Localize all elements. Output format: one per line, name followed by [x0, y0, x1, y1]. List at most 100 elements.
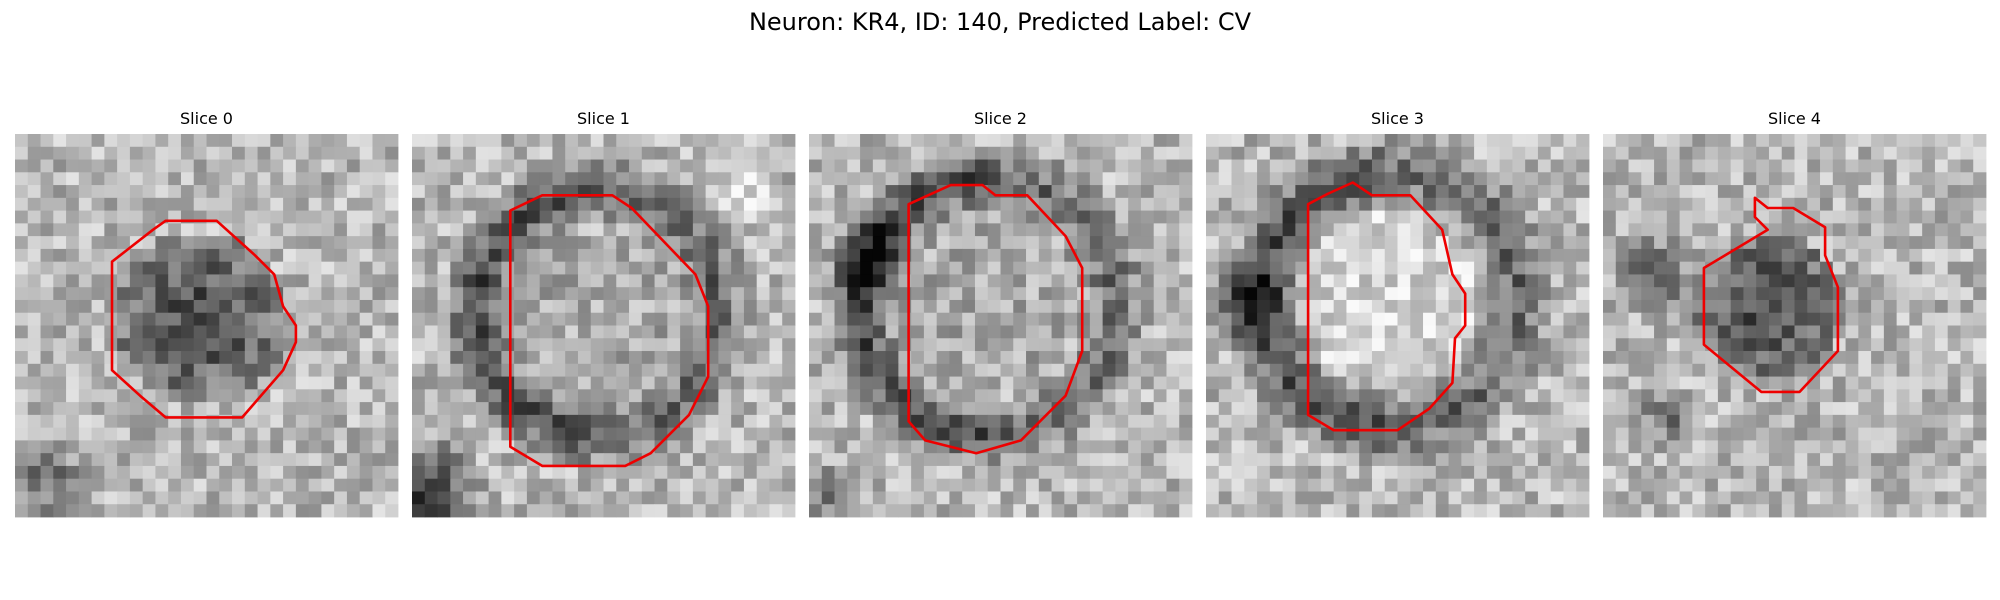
slice-panel: Slice 1 — [412, 109, 796, 518]
pixel — [359, 248, 373, 263]
pixel — [1576, 274, 1590, 288]
pixel — [1512, 210, 1526, 224]
pixel — [1603, 146, 1617, 160]
pixel — [180, 465, 195, 480]
pixel — [232, 299, 246, 314]
pixel — [1615, 402, 1629, 416]
pixel — [654, 465, 668, 480]
pixel — [1166, 453, 1180, 467]
pixel — [1000, 427, 1014, 441]
pixel — [1525, 185, 1539, 199]
pixel — [412, 134, 426, 148]
pixel — [385, 465, 399, 480]
pixel — [949, 363, 963, 377]
pixel — [1333, 159, 1347, 173]
pixel — [475, 351, 489, 365]
pixel — [117, 440, 131, 454]
pixel — [1128, 440, 1142, 454]
pixel — [1641, 287, 1655, 301]
pixel — [1820, 414, 1834, 429]
pixel — [180, 172, 195, 186]
pixel — [91, 325, 105, 339]
pixel — [78, 504, 92, 518]
pixel — [1960, 440, 1974, 454]
pixel — [219, 274, 233, 288]
pixel — [1794, 159, 1808, 173]
pixel — [1820, 402, 1834, 416]
pixel — [1077, 210, 1091, 224]
pixel — [1641, 210, 1655, 224]
pixel — [911, 210, 925, 224]
pixel — [1947, 146, 1961, 160]
pixel — [1077, 185, 1091, 199]
pixel — [463, 299, 477, 314]
pixel — [372, 134, 386, 148]
pixel — [501, 197, 515, 211]
pixel — [1089, 287, 1104, 301]
pixel — [1909, 351, 1923, 365]
pixel — [168, 134, 182, 148]
pixel — [450, 325, 464, 339]
pixel — [1679, 172, 1693, 186]
pixel — [475, 478, 489, 492]
pixel — [91, 478, 105, 492]
pixel — [1013, 134, 1027, 148]
pixel — [1832, 427, 1846, 441]
pixel — [756, 440, 770, 454]
pixel — [129, 376, 144, 390]
pixel — [334, 338, 348, 352]
pixel — [488, 389, 502, 403]
pixel — [1499, 159, 1513, 173]
pixel — [1486, 376, 1501, 390]
pixel — [680, 261, 694, 275]
pixel — [1448, 389, 1462, 403]
pixel — [731, 414, 745, 429]
pixel — [283, 376, 297, 390]
pixel — [860, 402, 874, 416]
pixel — [809, 402, 823, 416]
pixel — [1820, 465, 1834, 480]
pixel — [1257, 376, 1271, 390]
pixel — [359, 427, 373, 441]
pixel — [1807, 134, 1821, 148]
pixel — [1730, 504, 1744, 518]
pixel — [1563, 261, 1577, 275]
pixel — [1269, 299, 1283, 314]
pixel — [821, 478, 835, 492]
pixel — [1269, 440, 1283, 454]
pixel — [1730, 185, 1744, 199]
pixel — [385, 440, 399, 454]
pixel — [1768, 159, 1783, 173]
pixel — [1973, 134, 1987, 148]
pixel — [603, 146, 617, 160]
pixel — [193, 402, 207, 416]
pixel — [911, 363, 925, 377]
pixel — [1257, 414, 1271, 429]
pixel — [1512, 159, 1526, 173]
pixel — [847, 389, 861, 403]
pixel — [270, 159, 284, 173]
pixel — [1512, 261, 1526, 275]
pixel — [501, 351, 515, 365]
pixel — [424, 261, 438, 275]
pixel — [40, 134, 54, 148]
pixel — [809, 427, 823, 441]
pixel — [1666, 491, 1680, 505]
pixel — [155, 197, 169, 211]
pixel — [743, 248, 758, 263]
pixel — [911, 414, 925, 429]
pixel — [1922, 363, 1936, 377]
pixel — [565, 465, 579, 480]
pixel — [1038, 453, 1052, 467]
pixel — [463, 363, 477, 377]
pixel — [1871, 134, 1885, 148]
pixel — [1026, 389, 1040, 403]
pixel — [1038, 185, 1052, 199]
pixel — [1576, 427, 1590, 441]
pixel — [1244, 312, 1258, 326]
pixel — [1512, 172, 1526, 186]
pixel — [860, 414, 874, 429]
pixel — [129, 414, 144, 429]
pixel — [180, 261, 195, 275]
pixel — [1140, 274, 1155, 288]
